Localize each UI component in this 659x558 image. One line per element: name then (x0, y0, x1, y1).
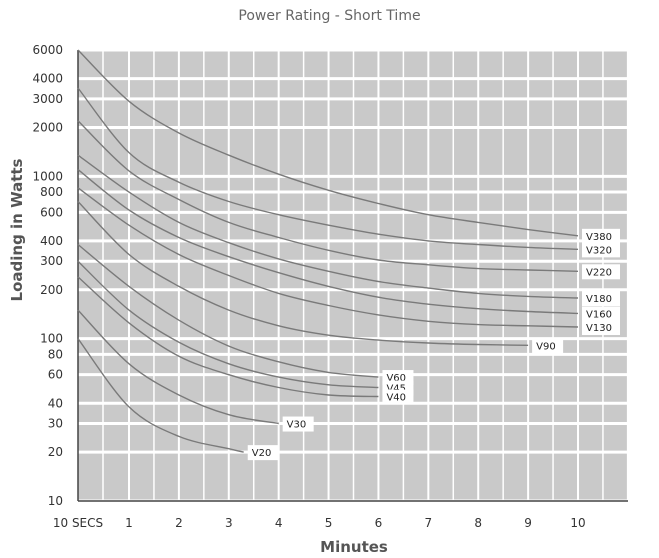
y-tick-label: 20 (48, 445, 63, 459)
series-label-box (582, 291, 620, 307)
x-tick-label: 6 (375, 516, 383, 530)
series-label-v180: V180 (586, 294, 612, 305)
y-tick-label: 30 (48, 417, 63, 431)
y-tick-label: 10 (48, 494, 63, 508)
x-tick-label: 4 (275, 516, 283, 530)
series-line-v45 (77, 260, 379, 389)
y-tick-label: 800 (40, 185, 63, 199)
y-tick-label: 3000 (32, 92, 63, 106)
series-line-v40 (77, 276, 379, 398)
series-label-box (382, 389, 414, 405)
series-line-v30 (77, 309, 279, 425)
series-line-v180 (77, 154, 579, 299)
y-tick-label: 4000 (32, 72, 63, 86)
series-label-v60: V60 (386, 373, 406, 384)
x-tick-label: 10 SECS (53, 516, 103, 530)
y-tick-label: 60 (48, 368, 63, 382)
x-tick-label: 8 (474, 516, 482, 530)
series-label-box (582, 228, 620, 244)
series-line-v160 (77, 169, 579, 315)
x-tick-label: 10 (570, 516, 585, 530)
series-line-v130 (77, 187, 579, 328)
series-label-box (582, 264, 620, 280)
y-tick-label: 300 (40, 254, 63, 268)
series-label-v40: V40 (386, 393, 406, 404)
chart-title: Power Rating - Short Time (238, 8, 421, 24)
series-label-v160: V160 (586, 309, 612, 320)
series-line-v90 (77, 201, 529, 346)
y-tick-label: 80 (48, 347, 63, 361)
x-axis-label: Minutes (320, 538, 388, 556)
series-label-v90: V90 (536, 341, 556, 352)
series-label-v220: V220 (586, 267, 612, 278)
x-tick-label: 7 (425, 516, 433, 530)
series-label-v20: V20 (252, 448, 272, 459)
x-tick-label: 5 (325, 516, 333, 530)
series-label-box (532, 338, 564, 354)
y-tick-label: 40 (48, 396, 63, 410)
series-line-v220 (77, 120, 579, 272)
y-tick-label: 400 (40, 234, 63, 248)
series-label-v45: V45 (386, 384, 406, 395)
series-label-box (582, 306, 620, 322)
x-tick-label: 9 (524, 516, 532, 530)
series-label-v380: V380 (586, 232, 612, 243)
y-tick-label: 200 (40, 283, 63, 297)
y-tick-label: 6000 (32, 43, 63, 57)
series-line-v380 (77, 49, 579, 237)
y-tick-label: 600 (40, 205, 63, 219)
series-label-box (582, 319, 620, 335)
series-label-box (247, 445, 279, 461)
series-label-v130: V130 (586, 323, 612, 334)
series-label-box (582, 242, 620, 258)
y-tick-label: 1000 (32, 169, 63, 183)
y-tick-label: 100 (40, 332, 63, 346)
series-line-v320 (77, 87, 579, 250)
series-line-v60 (77, 243, 379, 378)
series-line-v20 (77, 338, 244, 453)
y-tick-label: 2000 (32, 120, 63, 134)
series-label-v320: V320 (586, 245, 612, 256)
series-label-v30: V30 (287, 420, 307, 431)
x-tick-label: 3 (225, 516, 233, 530)
x-tick-label: 2 (175, 516, 183, 530)
series-label-box (282, 416, 314, 432)
x-tick-label: 1 (125, 516, 133, 530)
